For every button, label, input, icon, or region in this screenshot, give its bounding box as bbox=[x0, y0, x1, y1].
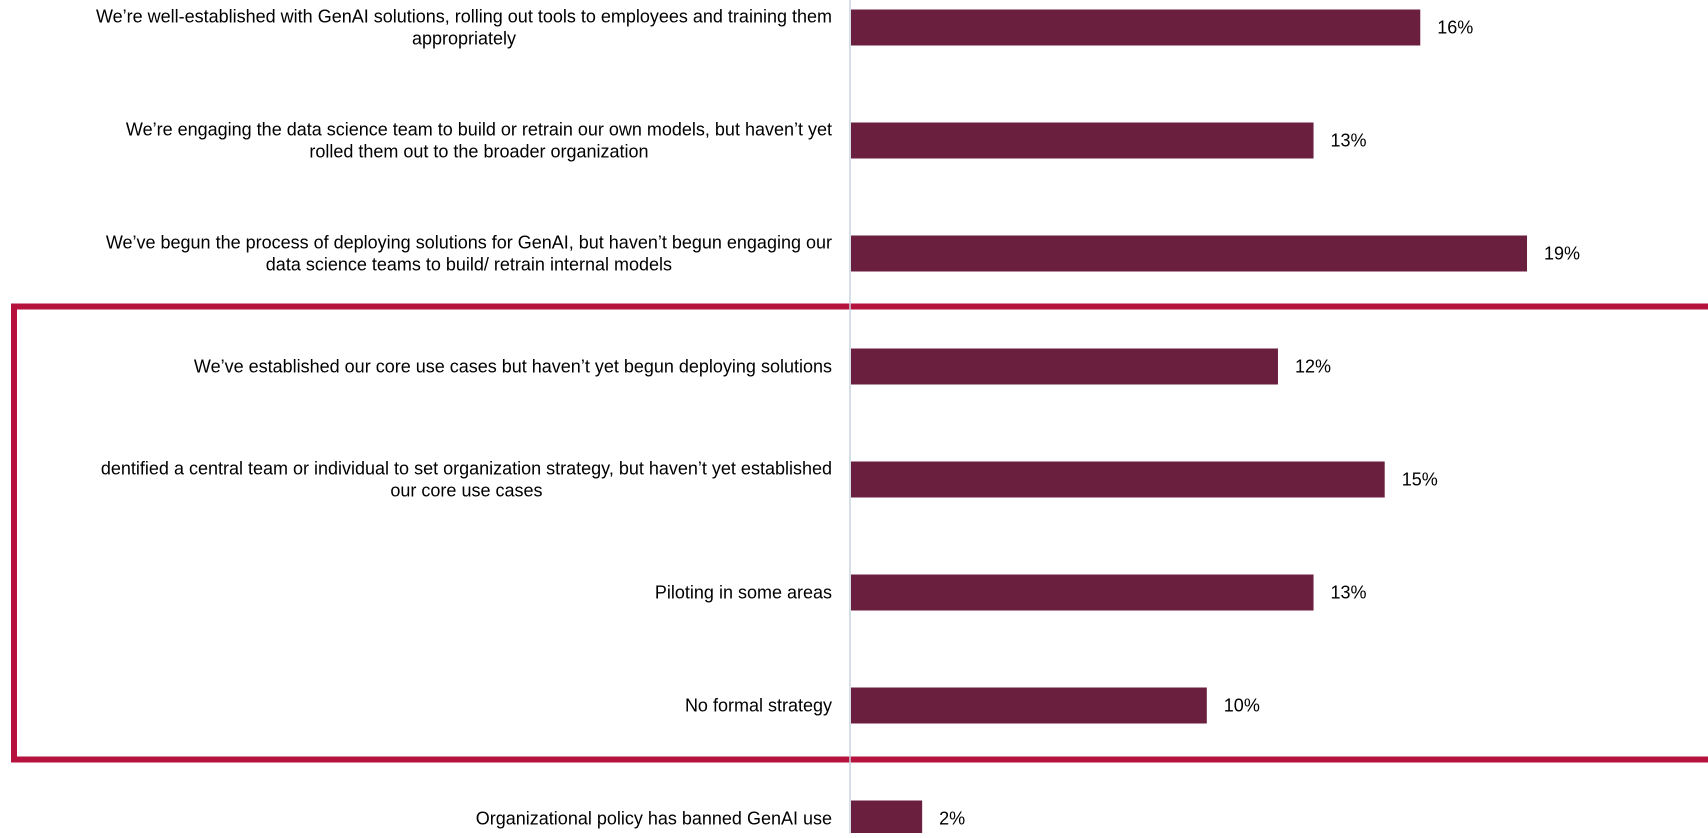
category-label: We’ve begun the process of deploying sol… bbox=[106, 233, 832, 275]
data-label: 13% bbox=[1331, 131, 1367, 151]
tick-label: We’ve established our core use cases but… bbox=[194, 357, 832, 377]
bar bbox=[851, 461, 1385, 498]
highlight-box bbox=[11, 303, 1708, 763]
bar bbox=[851, 800, 923, 837]
tick-label: We’re engaging the data science team to … bbox=[126, 120, 832, 140]
category-label: Piloting in some areas bbox=[655, 583, 832, 603]
data-label: 2% bbox=[939, 809, 965, 829]
data-label: 15% bbox=[1402, 470, 1438, 490]
bar bbox=[851, 348, 1278, 385]
data-label: 19% bbox=[1544, 244, 1580, 264]
bar bbox=[851, 9, 1421, 46]
tick-label: rolled them out to the broader organizat… bbox=[309, 142, 648, 162]
category-label: We’ve established our core use cases but… bbox=[194, 357, 832, 377]
tick-label: We’re well-established with GenAI soluti… bbox=[96, 7, 832, 27]
bar bbox=[851, 687, 1207, 724]
tick-label: dentified a central team or individual t… bbox=[101, 459, 832, 479]
tick-label: Organizational policy has banned GenAI u… bbox=[476, 809, 832, 829]
tick-label: our core use cases bbox=[390, 481, 542, 501]
bar bbox=[851, 122, 1314, 159]
category-label: We’re well-established with GenAI soluti… bbox=[96, 7, 832, 49]
category-label: dentified a central team or individual t… bbox=[101, 459, 832, 501]
data-label: 10% bbox=[1224, 696, 1260, 716]
category-label: We’re engaging the data science team to … bbox=[126, 120, 832, 162]
tick-label: We’ve begun the process of deploying sol… bbox=[106, 233, 832, 253]
tick-label: Piloting in some areas bbox=[655, 583, 832, 603]
bar bbox=[851, 574, 1314, 611]
data-label: 13% bbox=[1331, 583, 1367, 603]
data-label: 12% bbox=[1295, 357, 1331, 377]
tick-label: No formal strategy bbox=[685, 696, 832, 716]
bar bbox=[851, 235, 1528, 272]
category-label: Organizational policy has banned GenAI u… bbox=[476, 809, 832, 829]
category-label: No formal strategy bbox=[685, 696, 832, 716]
data-label: 16% bbox=[1437, 18, 1473, 38]
tick-label: appropriately bbox=[412, 29, 516, 49]
tick-label: data science teams to build/ retrain int… bbox=[266, 255, 672, 275]
